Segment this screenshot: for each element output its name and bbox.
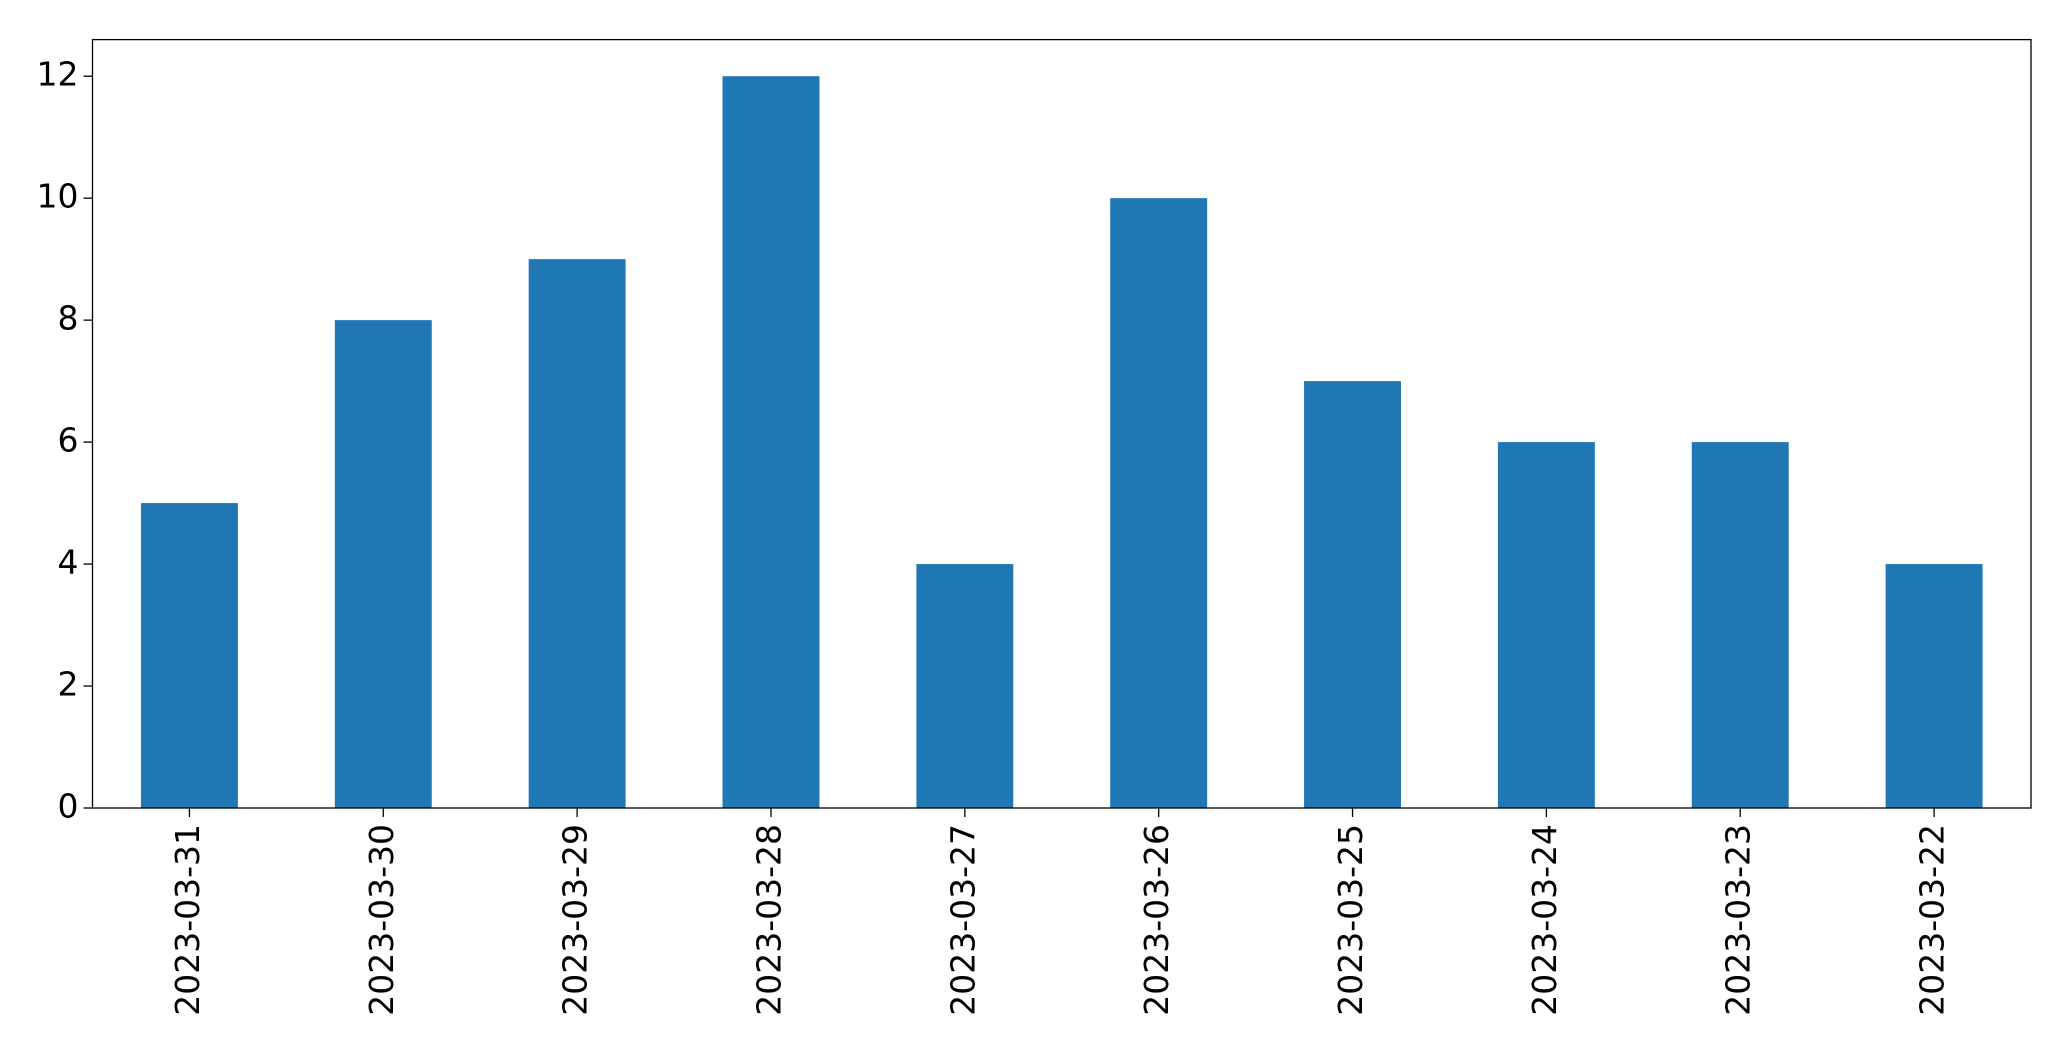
y-tick-label: 0 [58, 787, 79, 826]
bar [1691, 442, 1789, 808]
bar [722, 76, 820, 808]
x-tick-label: 2023-03-30 [362, 824, 401, 1016]
plot-frame [91, 38, 2032, 809]
bar [916, 564, 1014, 808]
y-tick-label: 12 [37, 55, 79, 94]
x-tick-label: 2023-03-25 [1331, 824, 1370, 1016]
bar [1885, 564, 1983, 808]
bar [528, 259, 626, 809]
y-tick-label: 2 [58, 665, 79, 704]
y-tick-label: 10 [37, 177, 79, 216]
y-tick-label: 6 [58, 421, 79, 460]
bar [1497, 442, 1595, 808]
x-tick-label: 2023-03-24 [1525, 824, 1564, 1016]
y-tick-label: 8 [58, 299, 79, 338]
x-tick-label: 2023-03-31 [168, 824, 207, 1016]
y-tick-label: 4 [58, 543, 79, 582]
bar [334, 320, 432, 808]
bar [1110, 198, 1208, 808]
x-tick-label: 2023-03-28 [749, 824, 788, 1016]
x-tick-label: 2023-03-22 [1913, 824, 1952, 1016]
x-tick-label: 2023-03-26 [1137, 824, 1176, 1016]
x-tick-label: 2023-03-29 [556, 824, 595, 1016]
bar [1304, 381, 1401, 808]
x-tick-label: 2023-03-27 [943, 824, 982, 1016]
bar [140, 503, 238, 808]
x-tick-label: 2023-03-23 [1719, 824, 1758, 1016]
